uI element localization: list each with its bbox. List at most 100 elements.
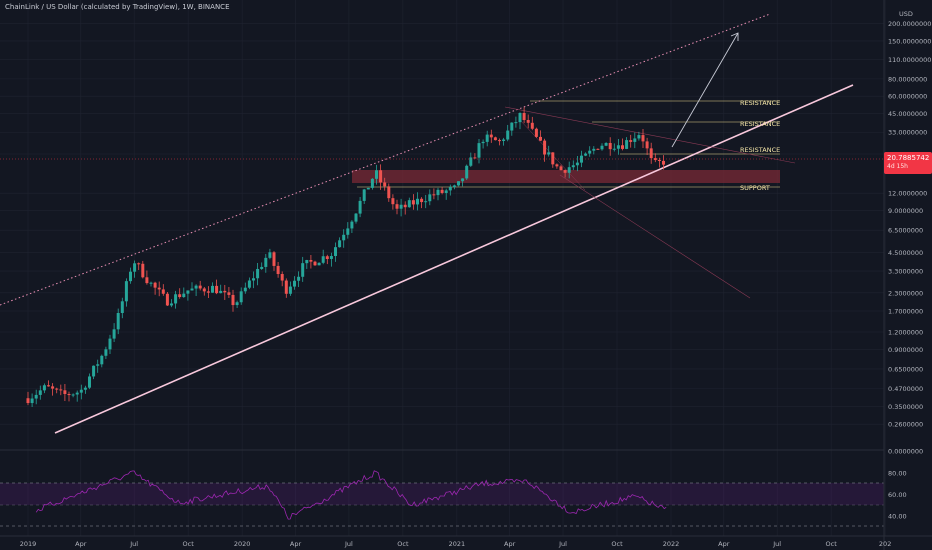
candle[interactable] [444,188,448,200]
candle[interactable] [202,286,206,296]
candle[interactable] [231,289,235,312]
candle[interactable] [448,184,452,196]
candle[interactable] [403,201,407,215]
candle[interactable] [465,164,469,180]
candle[interactable] [502,137,506,146]
candle[interactable] [272,251,276,271]
drawings-layer[interactable]: RESISTANCE RESISTANCE RESISTANCE SUPPORT [0,13,854,434]
candle[interactable] [51,383,55,396]
candle[interactable] [588,146,592,157]
candle[interactable] [616,139,620,155]
descending-line-1[interactable] [504,106,796,164]
candle[interactable] [129,267,132,284]
candle[interactable] [55,387,59,394]
rsi-pane[interactable] [0,449,884,527]
candle[interactable] [268,248,272,260]
candle[interactable] [30,393,34,408]
candle[interactable] [149,281,153,287]
candle[interactable] [243,282,247,294]
candle[interactable] [493,136,497,141]
candle[interactable] [206,286,210,298]
candle[interactable] [342,229,346,248]
candle[interactable] [481,139,485,149]
candle[interactable] [612,143,616,152]
candle[interactable] [662,155,665,170]
candle[interactable] [211,282,214,293]
candle[interactable] [657,157,661,168]
descending-line-2[interactable] [559,174,751,299]
candle[interactable] [256,262,260,286]
time-axis[interactable]: 2019 Apr Jul Oct 2020 Apr Jul Oct 2021 Apr Jul Oct 2… [0,535,932,548]
candle[interactable] [120,297,124,319]
candle[interactable] [411,194,415,210]
support-label[interactable]: SUPPORT [740,184,770,192]
candle[interactable] [67,391,71,402]
candle[interactable] [555,163,559,169]
candle[interactable] [165,291,169,307]
resistance-label-2[interactable]: RESISTANCE [740,120,780,128]
candle[interactable] [399,198,403,217]
candle[interactable] [239,287,243,305]
candle[interactable] [584,152,588,157]
candle[interactable] [563,169,567,178]
candle[interactable] [608,137,612,156]
candle[interactable] [477,138,481,164]
candle[interactable] [325,254,329,265]
candle[interactable] [575,156,579,172]
rsi-line[interactable] [35,470,667,520]
candle[interactable] [375,164,378,185]
candle[interactable] [301,256,305,282]
candle[interactable] [641,128,645,149]
candle[interactable] [309,254,313,269]
candle[interactable] [198,280,202,291]
candle[interactable] [334,242,337,262]
candle[interactable] [428,189,432,206]
candlestick-series[interactable] [26,107,666,408]
candle[interactable] [264,253,268,273]
candle[interactable] [227,287,231,299]
candle[interactable] [370,178,374,190]
candle[interactable] [223,284,227,300]
candle[interactable] [539,130,542,142]
candle[interactable] [649,142,653,164]
candle[interactable] [75,390,79,402]
candle[interactable] [71,393,75,398]
candle[interactable] [153,281,157,295]
candle[interactable] [34,389,38,405]
candle[interactable] [629,134,633,148]
candle[interactable] [174,290,178,309]
candle[interactable] [358,197,362,218]
candle[interactable] [141,260,145,279]
candle[interactable] [416,192,419,211]
candle[interactable] [108,334,112,354]
candle[interactable] [387,183,391,202]
candle[interactable] [329,252,333,267]
candle[interactable] [112,323,116,343]
candle[interactable] [420,197,424,209]
candle[interactable] [170,299,173,308]
candle[interactable] [559,164,563,171]
candle[interactable] [653,153,657,163]
price-axis[interactable]: USD 320.0000000200.0000000150.0000000110… [883,0,931,550]
candle[interactable] [530,116,534,131]
candle[interactable] [182,287,186,298]
candle[interactable] [235,300,239,309]
candle[interactable] [157,281,161,297]
candle[interactable] [280,271,284,287]
candle[interactable] [313,260,317,266]
candle[interactable] [440,187,444,195]
candle[interactable] [247,277,251,290]
candle[interactable] [305,259,309,269]
candle[interactable] [457,181,460,187]
candle[interactable] [600,143,604,151]
projection-arrow[interactable] [671,32,739,148]
candle[interactable] [215,279,219,295]
ascending-trendline[interactable] [54,84,854,434]
candle[interactable] [526,114,530,129]
candle[interactable] [514,116,518,128]
candle[interactable] [461,178,465,187]
candle[interactable] [293,276,296,290]
candle[interactable] [79,384,83,400]
candle[interactable] [190,282,194,291]
